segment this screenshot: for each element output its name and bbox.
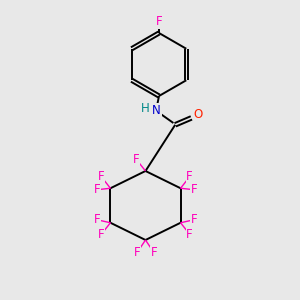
Text: F: F <box>98 228 105 241</box>
Text: F: F <box>94 213 100 226</box>
Text: F: F <box>156 15 162 28</box>
Text: N: N <box>152 104 161 117</box>
Text: F: F <box>186 170 193 183</box>
Text: F: F <box>191 213 197 226</box>
Text: F: F <box>191 183 197 196</box>
Text: F: F <box>133 153 140 166</box>
Text: H: H <box>141 102 150 116</box>
Text: F: F <box>186 228 193 241</box>
Text: F: F <box>94 183 100 196</box>
Text: F: F <box>151 246 157 259</box>
Text: F: F <box>98 170 105 183</box>
Text: O: O <box>194 108 203 122</box>
Text: F: F <box>134 246 140 259</box>
